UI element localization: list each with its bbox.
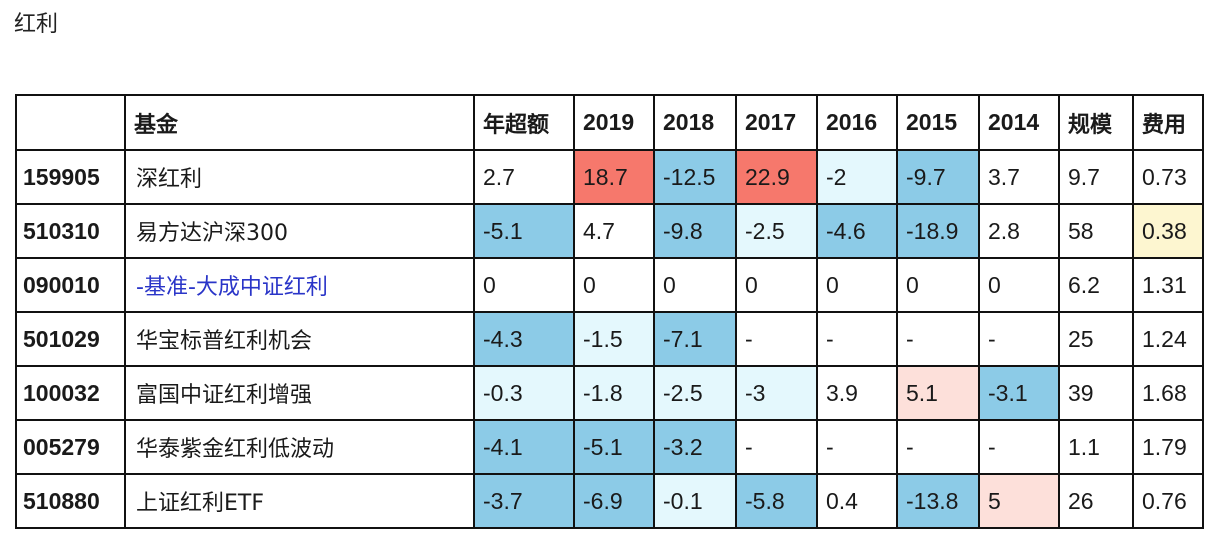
cell-annual-excess: 2.7 [473, 149, 575, 205]
cell-2016: -4.6 [816, 203, 898, 259]
cell-2018: -12.5 [653, 149, 737, 205]
header-2017: 2017 [735, 94, 818, 151]
cell-size: 26 [1058, 473, 1134, 529]
fund-code: 090010 [15, 257, 126, 313]
fund-code: 159905 [15, 149, 126, 205]
cell-2015: -9.7 [896, 149, 980, 205]
cell-2015: 0 [896, 257, 980, 313]
cell-2016: - [816, 311, 898, 367]
cell-2016: 0 [816, 257, 898, 313]
header-code [15, 94, 126, 151]
cell-2014: 2.8 [978, 203, 1060, 259]
header-2018: 2018 [653, 94, 737, 151]
fund-comparison-table: 基金 年超额 2019 2018 2017 2016 2015 2014 规模 … [15, 94, 1204, 529]
fund-code: 005279 [15, 419, 126, 475]
fund-name: 上证红利ETF [124, 473, 475, 529]
cell-2015: 5.1 [896, 365, 980, 421]
cell-fee: 1.24 [1132, 311, 1204, 367]
fund-name: 华泰紫金红利低波动 [124, 419, 475, 475]
cell-annual-excess: -0.3 [473, 365, 575, 421]
cell-2017: -5.8 [735, 473, 818, 529]
cell-annual-excess: 0 [473, 257, 575, 313]
cell-annual-excess: -4.3 [473, 311, 575, 367]
cell-fee: 0.73 [1132, 149, 1204, 205]
cell-2014: 5 [978, 473, 1060, 529]
cell-fee: 1.31 [1132, 257, 1204, 313]
cell-size: 9.7 [1058, 149, 1134, 205]
table-row: 510880 上证红利ETF -3.7 -6.9 -0.1 -5.8 0.4 -13.8 5 26… [15, 473, 1204, 529]
cell-fee: 0.38 [1132, 203, 1204, 259]
fund-code: 501029 [15, 311, 126, 367]
page-title: 红利 [14, 12, 59, 37]
header-2014: 2014 [978, 94, 1060, 151]
header-2016: 2016 [816, 94, 898, 151]
table-row: 510310 易方达沪深300 -5.1 4.7 -9.8 -2.5 -4.6 -18.9 2.… [15, 203, 1204, 259]
table-row: 159905 深红利 2.7 18.7 -12.5 22.9 -2 -9.7 3.7 9.7 0.7… [15, 149, 1204, 205]
cell-2019: -1.5 [573, 311, 655, 367]
cell-2014: 0 [978, 257, 1060, 313]
table-row: 090010 -基准-大成中证红利 0 0 0 0 0 0 0 6.2 1.31 [15, 257, 1204, 313]
header-fee: 费用 [1132, 94, 1204, 151]
cell-annual-excess: -5.1 [473, 203, 575, 259]
cell-fee: 0.76 [1132, 473, 1204, 529]
fund-code: 510880 [15, 473, 126, 529]
table-row: 501029 华宝标普红利机会 -4.3 -1.5 -7.1- - - -25 1.24 [15, 311, 1204, 367]
header-2019: 2019 [573, 94, 655, 151]
cell-2016: 3.9 [816, 365, 898, 421]
header-annual-excess: 年超额 [473, 94, 575, 151]
cell-2017: -3 [735, 365, 818, 421]
fund-name: 华宝标普红利机会 [124, 311, 475, 367]
cell-2018: -9.8 [653, 203, 737, 259]
cell-2018: 0 [653, 257, 737, 313]
fund-name: 易方达沪深300 [124, 203, 475, 259]
cell-2017: - [735, 419, 818, 475]
cell-2019: 4.7 [573, 203, 655, 259]
table-row: 100032 富国中证红利增强 -0.3 -1.8 -2.5 -3 3.9 5.1 -3.1 39… [15, 365, 1204, 421]
cell-2017: - [735, 311, 818, 367]
cell-2014: 3.7 [978, 149, 1060, 205]
cell-2014: -3.1 [978, 365, 1060, 421]
header-row: 基金 年超额 2019 2018 2017 2016 2015 2014 规模 … [15, 94, 1204, 151]
cell-2019: 18.7 [573, 149, 655, 205]
cell-2018: -0.1 [653, 473, 737, 529]
table-row: 005279 华泰紫金红利低波动 -4.1 -5.1 -3.2- - - -1.1 1.79 [15, 419, 1204, 475]
cell-2019: -6.9 [573, 473, 655, 529]
cell-2019: 0 [573, 257, 655, 313]
fund-name: 深红利 [124, 149, 475, 205]
cell-2016: 0.4 [816, 473, 898, 529]
cell-2015: - [896, 311, 980, 367]
benchmark-fund-name: -基准-大成中证红利 [124, 257, 475, 313]
cell-2018: -7.1 [653, 311, 737, 367]
cell-size: 6.2 [1058, 257, 1134, 313]
cell-size: 39 [1058, 365, 1134, 421]
cell-fee: 1.79 [1132, 419, 1204, 475]
fund-name: 富国中证红利增强 [124, 365, 475, 421]
cell-2018: -3.2 [653, 419, 737, 475]
cell-2015: - [896, 419, 980, 475]
cell-2017: 22.9 [735, 149, 818, 205]
header-size: 规模 [1058, 94, 1134, 151]
cell-2014: - [978, 419, 1060, 475]
cell-2019: -1.8 [573, 365, 655, 421]
cell-2019: -5.1 [573, 419, 655, 475]
header-2015: 2015 [896, 94, 980, 151]
fund-code: 100032 [15, 365, 126, 421]
cell-2017: 0 [735, 257, 818, 313]
cell-2016: - [816, 419, 898, 475]
cell-annual-excess: -4.1 [473, 419, 575, 475]
cell-annual-excess: -3.7 [473, 473, 575, 529]
cell-2014: - [978, 311, 1060, 367]
cell-fee: 1.68 [1132, 365, 1204, 421]
header-fund: 基金 [124, 94, 475, 151]
fund-code: 510310 [15, 203, 126, 259]
cell-2015: -13.8 [896, 473, 980, 529]
cell-2017: -2.5 [735, 203, 818, 259]
cell-size: 58 [1058, 203, 1134, 259]
cell-2018: -2.5 [653, 365, 737, 421]
cell-2015: -18.9 [896, 203, 980, 259]
cell-size: 25 [1058, 311, 1134, 367]
cell-size: 1.1 [1058, 419, 1134, 475]
cell-2016: -2 [816, 149, 898, 205]
